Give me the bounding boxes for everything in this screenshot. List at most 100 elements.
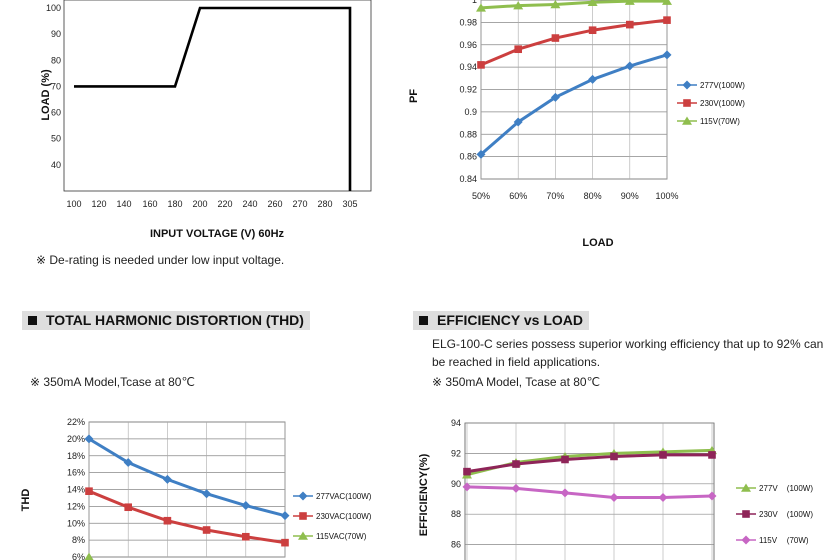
- thd-section-header: TOTAL HARMONIC DISTORTION (THD): [22, 311, 310, 330]
- pf-x-axis-title: LOAD: [582, 237, 613, 249]
- eff-series-1-legend-marker: [741, 483, 751, 492]
- pf-series-1-point: [476, 149, 486, 159]
- eff-series-3-point: [511, 483, 521, 493]
- pf-series-1-point: [588, 74, 598, 84]
- thd-series-1-point: [123, 458, 133, 467]
- eff-series-3-point: [609, 492, 619, 502]
- eff-y-axis-title: EFFICIENCY(%): [418, 453, 430, 536]
- pf-series-3-point: [476, 3, 486, 12]
- eff-series-3-legend-note: (70W): [787, 536, 809, 545]
- thd-series-3-point: [84, 552, 94, 560]
- derating-x-tick-label: 260: [267, 199, 282, 209]
- eff-series-3-point: [658, 492, 668, 502]
- derating-x-tick-label: 160: [142, 199, 157, 209]
- pf-series-2-point: [477, 61, 485, 69]
- derating-x-tick-label: 140: [116, 199, 131, 209]
- thd-y-tick-label: 6%: [72, 552, 85, 560]
- eff-y-tick-label: 92: [451, 448, 461, 458]
- eff-series-3-point: [560, 488, 570, 498]
- eff-series-3-point: [707, 491, 717, 501]
- derating-y-tick-label: 60: [51, 108, 61, 118]
- thd-series-1-legend-marker: [298, 491, 308, 501]
- pf-series-1-point: [662, 50, 672, 60]
- pf-series-2-legend-label: 230V(100W): [700, 99, 745, 108]
- derating-curve: [74, 6, 352, 191]
- derating-y-tick-label: 100: [46, 3, 61, 13]
- derating-x-tick-label: 305: [342, 199, 357, 209]
- thd-y-tick-label: 18%: [67, 451, 85, 461]
- eff-series-2-point: [463, 467, 471, 476]
- eff-y-tick-label: 88: [451, 509, 461, 519]
- thd-series-1-point: [162, 474, 172, 484]
- pf-series-3-legend-marker: [682, 116, 692, 125]
- pf-series-1-point: [625, 61, 635, 71]
- eff-series-2-point: [512, 460, 520, 468]
- thd-series-2-point: [202, 526, 211, 534]
- thd-y-tick-label: 22%: [67, 417, 85, 427]
- efficiency-description-line1: ELG-100-C series possess superior workin…: [432, 337, 824, 351]
- thd-y-tick-label: 12%: [67, 501, 85, 511]
- thd-y-tick-label: 10%: [67, 518, 85, 528]
- derating-y-tick-label: 90: [51, 29, 61, 39]
- pf-series-3-legend-label: 115V(70W): [700, 117, 740, 126]
- pf-series-1-legend-label: 277V(100W): [700, 81, 745, 90]
- thd-series-3-legend-marker: [298, 531, 308, 540]
- pf-series-2-point: [514, 45, 522, 54]
- pf-y-tick-label: 0.98: [459, 17, 477, 27]
- thd-series-2-point: [163, 516, 172, 525]
- thd-y-tick-label: 20%: [67, 434, 85, 444]
- derating-note: ※ De-rating is needed under low input vo…: [36, 253, 285, 267]
- thd-series-1-point: [84, 434, 94, 444]
- thd-series-2-point: [281, 538, 289, 547]
- derating-x-tick-label: 220: [217, 199, 232, 209]
- thd-y-axis-title: THD: [20, 489, 32, 512]
- eff-series-1-legend-note: (100W): [787, 484, 814, 493]
- pf-series-2-line: [480, 18, 668, 67]
- pf-series-3-point: [624, 0, 635, 5]
- pf-series-3-point: [662, 0, 672, 5]
- thd-series-2-point: [85, 487, 93, 495]
- derating-y-tick-label: 80: [51, 55, 61, 65]
- efficiency-header-text: EFFICIENCY vs LOAD: [437, 312, 583, 328]
- pf-x-tick-label: 100%: [655, 191, 678, 201]
- pf-series-3-point: [513, 1, 524, 10]
- bullet-square-icon: [28, 316, 37, 325]
- eff-series-3-legend-marker: [741, 535, 751, 545]
- efficiency-section-header: EFFICIENCY vs LOAD: [413, 311, 589, 330]
- pf-y-tick-label: 0.86: [459, 152, 477, 162]
- thd-series-2-legend-label: 230VAC(100W): [316, 512, 372, 521]
- pf-series-1-legend-marker: [682, 80, 692, 90]
- pf-y-tick-label: 0.84: [459, 174, 477, 184]
- pf-y-axis-title: PF: [408, 89, 420, 103]
- eff-series-1-legend-label: 277V: [759, 484, 778, 493]
- pf-x-tick-label: 70%: [546, 191, 564, 201]
- eff-series-2-point: [561, 455, 569, 464]
- pf-series-1-point: [513, 117, 523, 127]
- thd-y-tick-label: 14%: [67, 485, 85, 495]
- pf-x-tick-label: 90%: [621, 191, 639, 201]
- pf-y-tick-label: 0.9: [464, 107, 477, 117]
- derating-y-tick-label: 50: [51, 134, 61, 144]
- thd-y-tick-label: 8%: [72, 535, 85, 545]
- eff-y-tick-label: 86: [451, 540, 461, 550]
- eff-series-2-legend-marker: [742, 510, 750, 518]
- derating-x-tick-label: 240: [242, 199, 257, 209]
- pf-series-3-line: [480, 0, 667, 10]
- eff-series-2-point: [610, 452, 618, 461]
- pf-series-2-point: [588, 26, 597, 35]
- eff-series-3-point: [462, 482, 472, 492]
- thd-series-1-line: [88, 437, 286, 518]
- derating-y-tick-label: 40: [51, 160, 61, 170]
- pf-y-tick-label: 0.88: [459, 129, 477, 139]
- thd-header-text: TOTAL HARMONIC DISTORTION (THD): [46, 312, 304, 328]
- pf-y-tick-label: 0.96: [459, 40, 477, 50]
- pf-series-2-point: [551, 34, 560, 42]
- eff-series-2-legend-note: (100W): [787, 510, 814, 519]
- eff-plot-frame: [464, 422, 715, 560]
- pf-x-tick-label: 60%: [509, 191, 527, 201]
- derating-y-tick-label: 70: [51, 81, 61, 91]
- eff-series-2-line: [466, 453, 712, 474]
- derating-plot-frame: [63, 0, 372, 192]
- thd-series-1-point: [202, 489, 212, 499]
- derating-x-tick-label: 120: [91, 199, 106, 209]
